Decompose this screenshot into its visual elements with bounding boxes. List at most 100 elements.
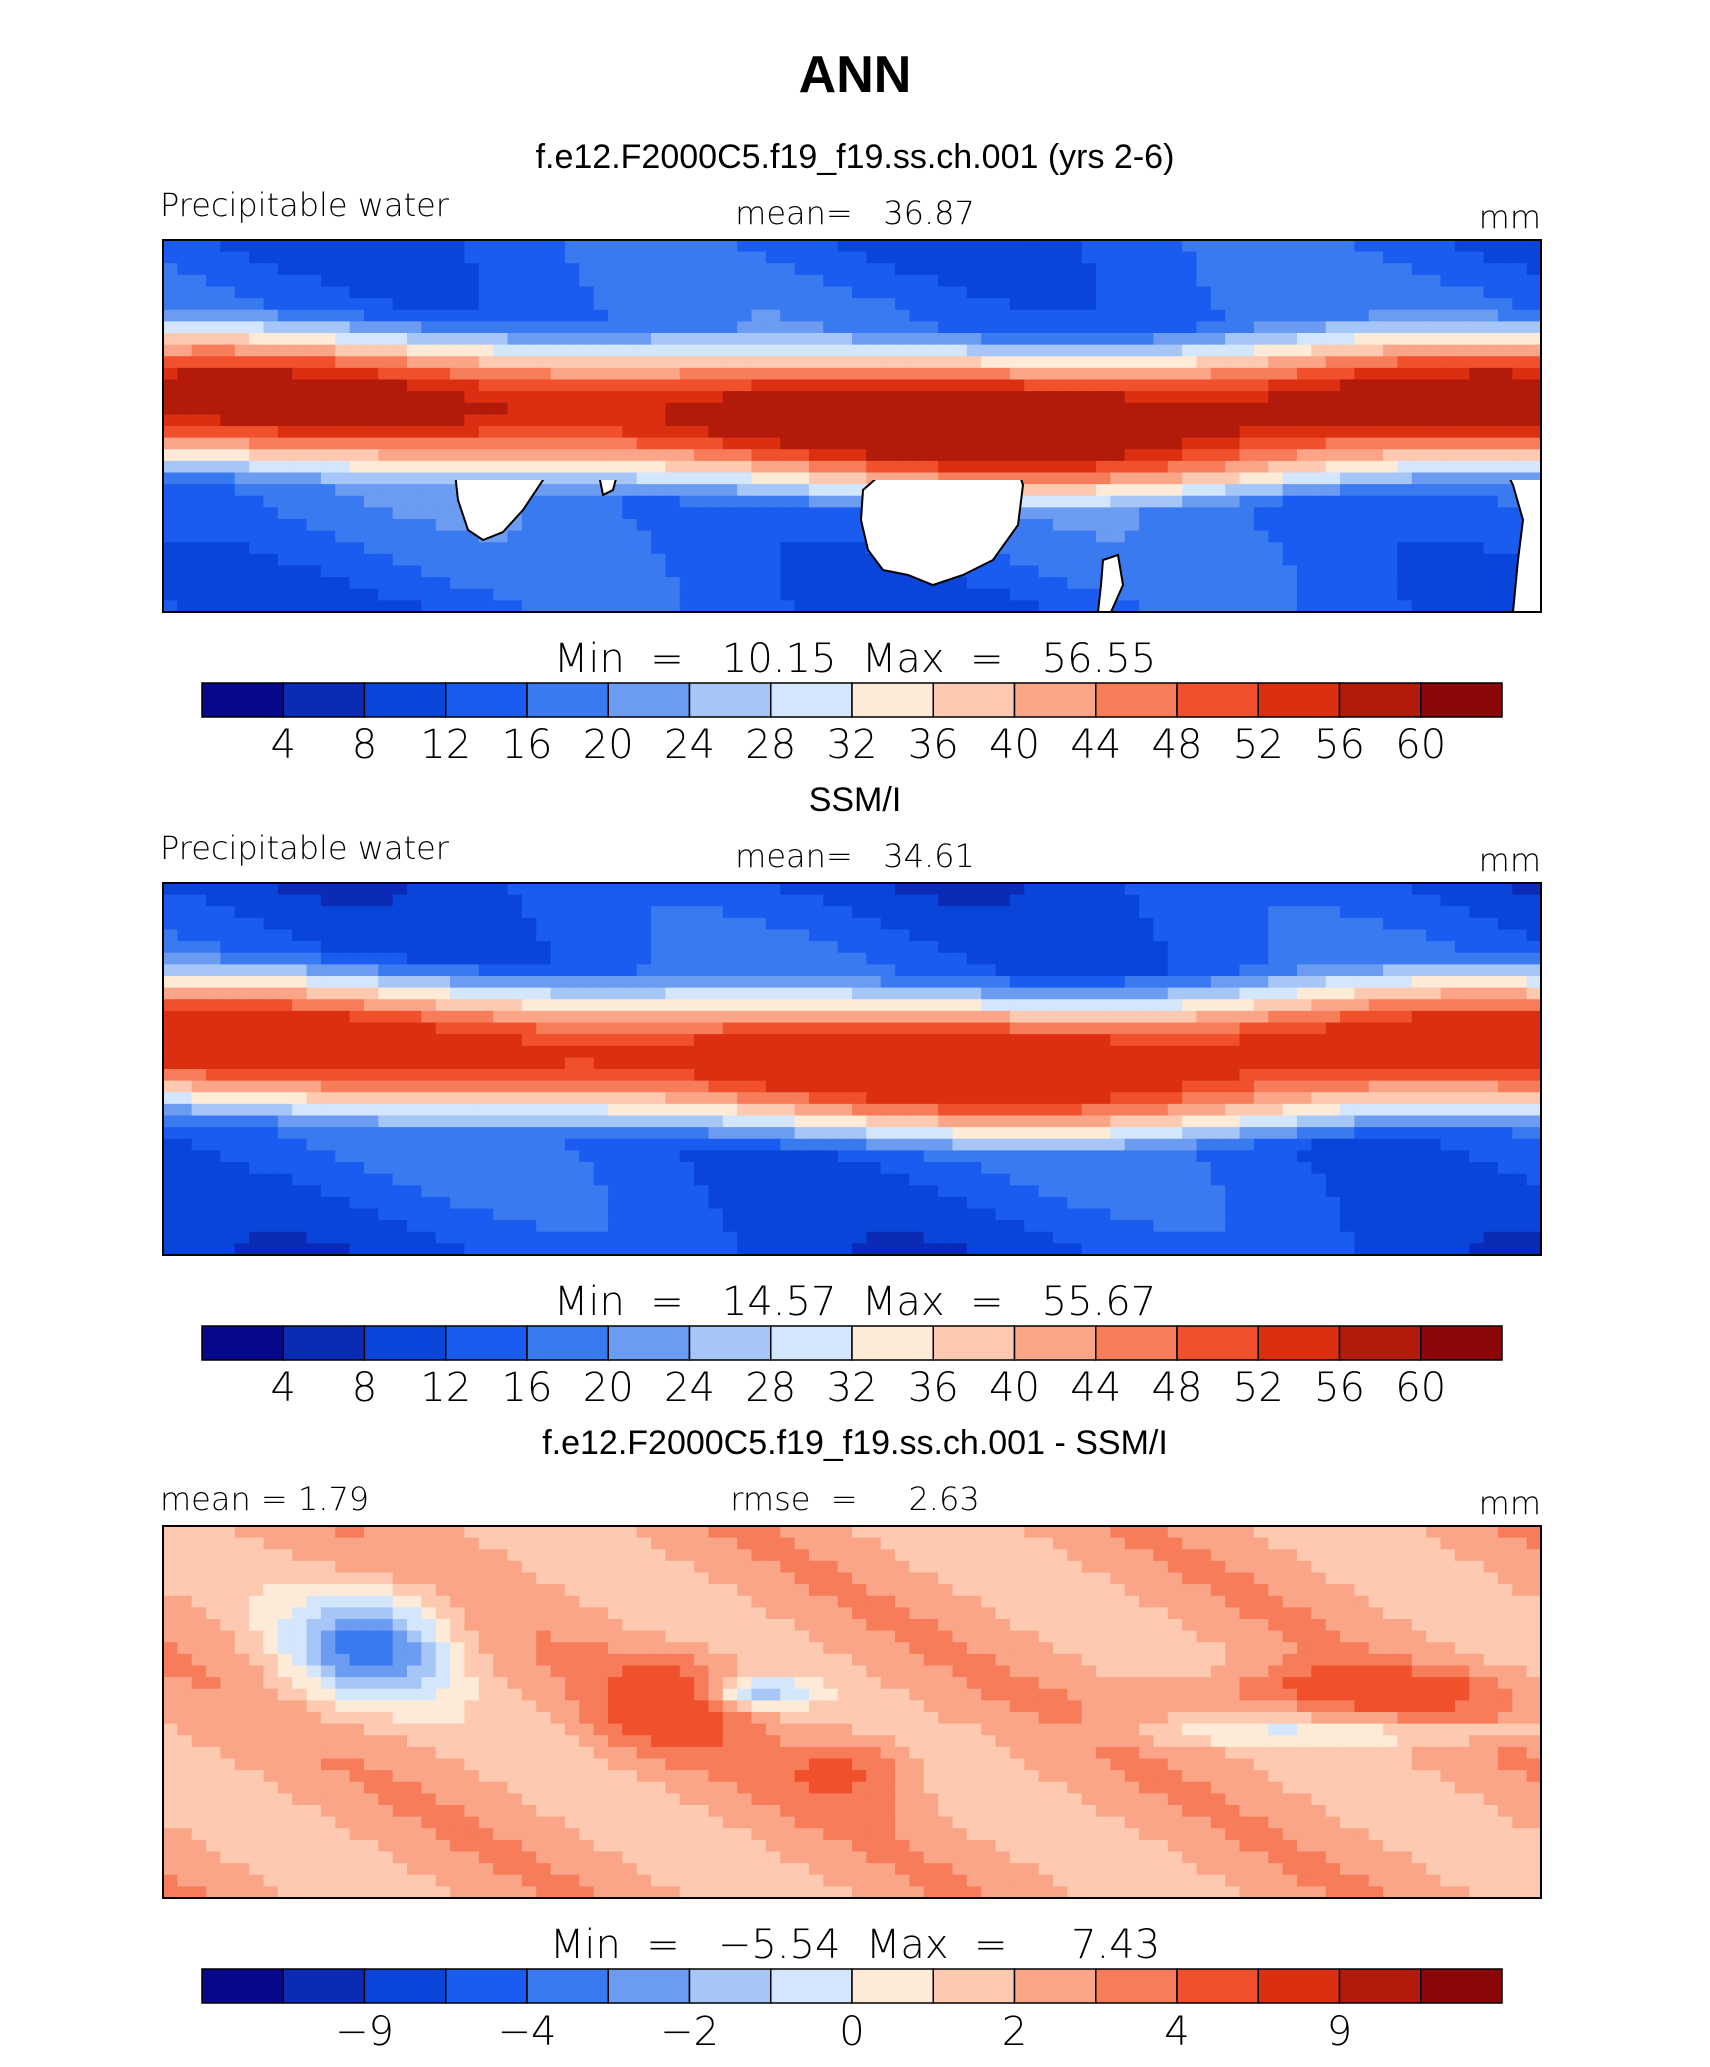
- field-cell: [665, 507, 681, 520]
- field-cell: [1081, 495, 1097, 508]
- field-cell: [206, 941, 222, 954]
- field-cell: [579, 414, 595, 427]
- field-cell: [1383, 495, 1399, 508]
- field-cell: [478, 344, 494, 357]
- field-cell: [966, 999, 982, 1012]
- field-cell: [564, 391, 580, 404]
- field-cell: [191, 952, 207, 965]
- field-cell: [507, 600, 523, 612]
- field-cell: [191, 426, 207, 439]
- field-cell: [220, 367, 236, 381]
- field-cell: [895, 976, 911, 989]
- field-cell: [1239, 941, 1255, 954]
- field-cell: [1354, 542, 1370, 555]
- field-cell: [1526, 251, 1541, 264]
- field-cell: [1354, 449, 1370, 462]
- field-cell: [306, 999, 322, 1012]
- field-cell: [306, 1010, 322, 1024]
- field-cell: [1052, 976, 1068, 989]
- field-cell: [177, 391, 193, 404]
- field-cell: [320, 240, 336, 253]
- field-cell: [1411, 929, 1427, 942]
- field-cell: [794, 964, 810, 977]
- field-cell: [981, 460, 997, 474]
- field-cell: [1239, 964, 1255, 977]
- field-cell: [435, 298, 451, 311]
- field-cell: [1081, 987, 1097, 1000]
- field-cell: [808, 1034, 824, 1047]
- field-cell: [1153, 883, 1169, 896]
- panel-1: f.e12.F2000C5.f19_f19.ss.ch.001 (yrs 2-6…: [160, 138, 1542, 768]
- field-cell: [808, 414, 824, 427]
- field-cell: [1440, 1069, 1456, 1082]
- field-cell: [837, 286, 853, 299]
- field-cell: [1153, 251, 1169, 264]
- field-cell: [220, 588, 236, 601]
- field-cell: [751, 344, 767, 357]
- field-cell: [191, 298, 207, 311]
- field-cell: [593, 530, 609, 543]
- field-cell: [521, 1057, 537, 1070]
- field-cell: [995, 321, 1011, 334]
- field-cell: [981, 1010, 997, 1024]
- field-cell: [277, 507, 293, 520]
- field-cell: [1052, 929, 1068, 942]
- field-cell: [564, 600, 580, 612]
- field-cell: [1110, 952, 1126, 965]
- field-cell: [1139, 507, 1155, 520]
- field-cell: [1296, 553, 1312, 567]
- field-cell: [722, 460, 738, 474]
- field-cell: [1182, 1010, 1198, 1024]
- field-cell: [292, 1045, 308, 1058]
- field-cell: [722, 472, 738, 485]
- field-cell: [593, 274, 609, 288]
- field-cell: [708, 321, 724, 334]
- field-cell: [450, 1045, 466, 1058]
- field-cell: [1340, 519, 1355, 532]
- field-cell: [392, 286, 408, 299]
- field-cell: [363, 449, 379, 462]
- field-cell: [1124, 917, 1140, 931]
- field-cell: [665, 321, 681, 334]
- field-cell: [220, 263, 236, 276]
- field-cell: [206, 1045, 222, 1058]
- field-cell: [651, 460, 666, 474]
- field-cell: [622, 929, 638, 942]
- field-cell: [1153, 964, 1169, 977]
- field-cell: [765, 964, 781, 977]
- field-cell: [191, 929, 207, 942]
- field-cell: [306, 251, 322, 264]
- field-cell: [1153, 976, 1169, 989]
- field-cell: [923, 1010, 939, 1024]
- field-cell: [694, 402, 710, 415]
- field-cell: [1052, 344, 1068, 357]
- field-cell: [1009, 588, 1025, 601]
- field-cell: [593, 1103, 609, 1117]
- field-cell: [1282, 472, 1298, 485]
- field-cell: [952, 286, 968, 299]
- field-cell: [1282, 286, 1298, 299]
- field-cell: [880, 437, 896, 450]
- field-cell: [177, 952, 193, 965]
- field-cell: [1411, 240, 1427, 253]
- field-cell: [435, 402, 451, 415]
- field-cell: [909, 917, 925, 931]
- field-cell: [880, 976, 896, 989]
- field-cell: [665, 426, 681, 439]
- field-cell: [320, 600, 336, 612]
- field-cell: [1383, 426, 1399, 439]
- field-cell: [1110, 437, 1126, 450]
- field-cell: [421, 472, 437, 485]
- field-cell: [751, 894, 767, 907]
- field-cell: [823, 1069, 839, 1082]
- field-cell: [1497, 274, 1513, 288]
- field-cell: [1469, 1057, 1485, 1070]
- field-cell: [1325, 298, 1341, 311]
- field-cell: [1167, 917, 1183, 931]
- field-cell: [765, 542, 781, 555]
- field-cell: [1210, 883, 1226, 896]
- field-cell: [622, 274, 638, 288]
- field-cell: [794, 484, 810, 497]
- field-cell: [765, 1069, 781, 1082]
- field-cell: [1239, 286, 1255, 299]
